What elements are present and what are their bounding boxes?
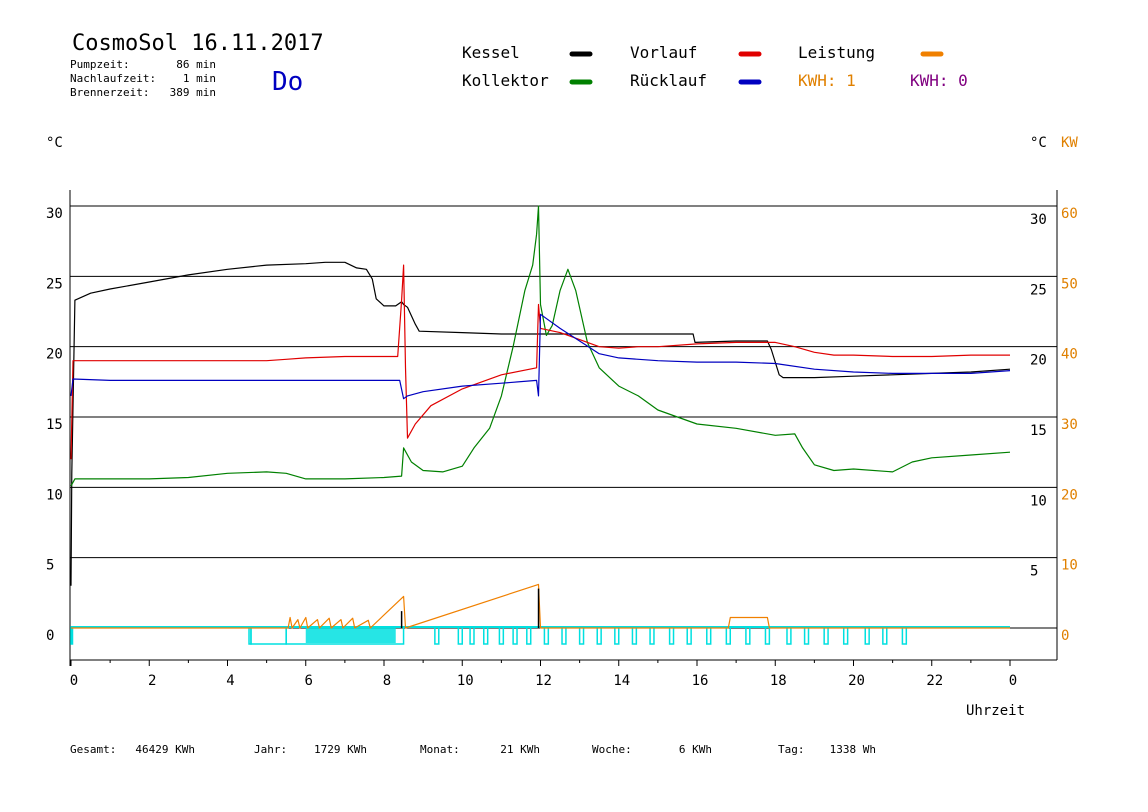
pump-on-interval <box>882 626 888 645</box>
x-axis-label: Uhrzeit <box>966 703 1025 719</box>
x-tick-label: 16 <box>692 673 709 689</box>
pump-on-interval <box>543 626 550 645</box>
right-axis-unit-c: °C <box>1030 135 1047 151</box>
pump-on-interval <box>803 626 810 645</box>
y2-tick-label: 20 <box>1061 487 1078 503</box>
y-tick-label: 15 <box>46 417 63 433</box>
stat-value: 389 min <box>170 86 216 99</box>
pump-on-interval <box>745 626 751 645</box>
pump-on-interval <box>823 626 829 645</box>
y-tick-label: 25 <box>46 276 63 292</box>
pump-on-interval <box>725 626 732 645</box>
x-tick-label: 12 <box>535 673 552 689</box>
pump-on-interval <box>668 626 675 645</box>
y-tick-label: 0 <box>46 628 54 644</box>
pump-on-interval <box>469 626 475 645</box>
y2-tick-label: 50 <box>1061 276 1078 292</box>
pump-on-interval <box>561 626 567 645</box>
pump-on-interval <box>285 626 405 645</box>
x-tick-label: 18 <box>770 673 787 689</box>
y-tick-label: 5 <box>46 558 54 574</box>
pump-on-interval <box>631 626 638 645</box>
pump-on-interval <box>842 626 849 645</box>
y2-tick-label: 0 <box>1061 628 1069 644</box>
x-tick-label: 8 <box>383 673 391 689</box>
y-right-tick-label: 20 <box>1030 353 1047 369</box>
footer-label: Woche: <box>592 743 632 756</box>
series-leistung-line <box>71 583 1010 629</box>
x-tick-label: 0 <box>70 673 78 689</box>
x-tick-label: 2 <box>148 673 156 689</box>
footer-label: Tag: <box>778 743 805 756</box>
pump-on-interval <box>686 626 692 645</box>
series-kollektor-line <box>70 205 1011 487</box>
y-tick-label: 30 <box>46 206 63 222</box>
footer-value: 6 KWh <box>679 743 712 756</box>
legend-kessel-label: Kessel <box>462 43 520 62</box>
footer-label: Monat: <box>420 743 460 756</box>
pump-on-interval <box>70 626 74 645</box>
stat-value: 86 min <box>176 58 216 71</box>
stat-label: Nachlaufzeit: <box>70 72 156 85</box>
y2-tick-label: 30 <box>1061 417 1078 433</box>
y2-tick-label: 40 <box>1061 347 1078 363</box>
series-vorlauf-line <box>70 264 1010 460</box>
legend-kollektor-label: Kollektor <box>462 71 549 90</box>
pump-on-interval <box>649 626 655 645</box>
x-tick-label: 4 <box>226 673 234 689</box>
weekday-label: Do <box>272 67 303 97</box>
y-right-tick-label: 15 <box>1030 423 1047 439</box>
footer-value: 1729 KWh <box>314 743 367 756</box>
x-tick-label: 6 <box>305 673 313 689</box>
footer-value: 1338 Wh <box>830 743 876 756</box>
pump-on-interval <box>786 626 792 645</box>
pump-on-interval <box>614 626 620 645</box>
y2-tick-label: 60 <box>1061 206 1078 222</box>
pump-on-interval <box>596 626 602 645</box>
footer-label: Jahr: <box>254 743 287 756</box>
x-tick-label: 10 <box>457 673 474 689</box>
pump-on-interval <box>434 626 440 645</box>
x-tick-label: 14 <box>613 673 630 689</box>
stat-label: Brennerzeit: <box>70 86 149 99</box>
y-right-tick-label: 10 <box>1030 493 1047 509</box>
x-tick-label: 20 <box>848 673 865 689</box>
pump-on-interval <box>706 626 712 645</box>
pump-on-interval <box>483 626 489 645</box>
y-tick-label: 10 <box>46 487 63 503</box>
y-right-tick-label: 5 <box>1030 564 1038 580</box>
legend-vorlauf-label: Vorlauf <box>630 43 697 62</box>
footer-value: 21 KWh <box>500 743 540 756</box>
y-tick-label: 20 <box>46 347 63 363</box>
footer-value: 46429 KWh <box>135 743 195 756</box>
y-right-tick-label: 25 <box>1030 282 1047 298</box>
legend-kwh-0: KWH: 0 <box>910 71 968 90</box>
chart-title: CosmoSol 16.11.2017 <box>72 31 324 56</box>
series-rcklauf-line <box>70 313 1011 400</box>
pump-on-interval <box>250 626 287 645</box>
legend-ruecklauf-label: Rücklauf <box>630 71 707 90</box>
x-tick-label: 22 <box>926 673 943 689</box>
footer-label: Gesamt: <box>70 743 116 756</box>
series-kessel-line <box>70 261 1011 586</box>
legend-kwh-1: KWH: 1 <box>798 71 856 90</box>
x-tick-label: 0 <box>1009 673 1017 689</box>
stat-label: Pumpzeit: <box>70 58 130 71</box>
right-axis-unit-kw: KW <box>1061 135 1078 151</box>
pump-on-interval <box>764 626 771 645</box>
y-right-tick-label: 30 <box>1030 212 1047 228</box>
pump-on-interval <box>498 626 505 645</box>
y2-tick-label: 10 <box>1061 558 1078 574</box>
pump-dense-block <box>305 628 396 643</box>
pump-on-interval <box>512 626 518 645</box>
pump-on-interval <box>901 626 908 645</box>
pump-on-interval <box>526 626 532 645</box>
stat-value: 1 min <box>183 72 216 85</box>
left-axis-unit: °C <box>46 135 63 151</box>
pump-on-interval <box>578 626 585 645</box>
pump-on-interval <box>457 626 463 645</box>
pump-on-interval <box>864 626 870 645</box>
legend-leistung-label: Leistung <box>798 43 875 62</box>
